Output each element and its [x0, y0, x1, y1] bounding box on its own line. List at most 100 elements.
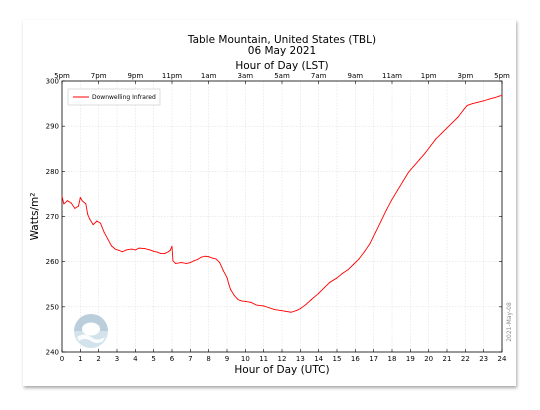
x-tick-label: 11 — [259, 355, 268, 363]
legend: Downwelling Infrared — [67, 88, 161, 106]
x-tick-label: 15 — [333, 355, 342, 363]
data-point — [111, 245, 112, 247]
y-tick-label: 250 — [46, 303, 59, 311]
data-point — [204, 255, 206, 257]
x-tick-label: 8 — [206, 355, 210, 363]
y-tick-label: 270 — [46, 213, 59, 221]
data-point — [424, 152, 426, 154]
data-point — [397, 189, 398, 191]
series-layer — [61, 94, 503, 313]
data-point — [310, 299, 312, 301]
data-point — [347, 269, 349, 271]
data-point — [138, 247, 140, 249]
data-point — [244, 300, 246, 302]
data-point — [391, 198, 393, 200]
top-tick-label: 1pm — [421, 72, 437, 80]
data-point — [263, 305, 265, 307]
x-tick-label: 22 — [461, 355, 470, 363]
data-point — [144, 248, 145, 250]
data-point — [70, 202, 72, 204]
data-point — [169, 249, 171, 251]
grid-layer — [62, 81, 502, 352]
y-tick-label: 240 — [46, 349, 59, 357]
data-point — [329, 281, 331, 283]
x-tick-label: 3 — [115, 355, 119, 363]
data-point — [488, 98, 490, 100]
data-point — [250, 301, 252, 303]
data-point — [81, 200, 83, 202]
data-point — [153, 250, 155, 252]
x-tick-label: 23 — [479, 355, 488, 363]
x-tick-label: 21 — [443, 355, 452, 363]
top-tick-label: 9pm — [127, 72, 143, 80]
data-point — [222, 270, 224, 272]
data-point — [114, 248, 116, 250]
x-tick-label: 5 — [151, 355, 155, 363]
data-point — [61, 195, 63, 197]
x-tick-label: 10 — [241, 355, 250, 363]
data-point — [180, 262, 182, 264]
data-point — [402, 180, 404, 182]
top-tick-label: 5am — [274, 72, 290, 80]
data-point — [497, 95, 499, 97]
x-axis-label: Hour of Day (UTC) — [234, 364, 329, 376]
data-point — [89, 218, 90, 220]
data-point — [430, 145, 431, 147]
x-tick-label: 6 — [170, 355, 175, 363]
data-point — [364, 251, 365, 253]
data-point — [197, 258, 199, 260]
y-axis-label: Watts/m² — [29, 193, 41, 241]
data-point — [342, 272, 343, 274]
data-point — [408, 171, 409, 173]
data-point — [323, 287, 325, 289]
y-tick-label: 300 — [46, 78, 59, 86]
data-point — [175, 262, 177, 264]
data-point — [172, 260, 174, 262]
data-point — [413, 165, 415, 167]
data-point — [305, 304, 307, 306]
data-point — [200, 256, 202, 258]
data-point — [483, 100, 485, 102]
data-point — [369, 243, 371, 245]
top-tick-label: 7am — [311, 72, 327, 80]
data-point — [452, 122, 453, 124]
data-point — [171, 245, 173, 247]
top-tick-label: 1am — [201, 72, 217, 80]
x-tick-label: 16 — [351, 355, 360, 363]
data-point — [285, 310, 287, 312]
data-point — [103, 231, 105, 233]
x-tick-label: 24 — [498, 355, 507, 363]
data-point — [353, 263, 354, 265]
x-tick-label: 9 — [225, 355, 229, 363]
data-point — [156, 251, 158, 253]
data-point — [160, 253, 162, 255]
data-point — [230, 289, 232, 291]
data-point — [501, 94, 503, 96]
data-point — [435, 138, 437, 140]
data-point — [477, 101, 479, 103]
top-axis-label: Hour of Day (LST) — [235, 60, 328, 72]
x-tick-label: 18 — [388, 355, 397, 363]
data-point — [380, 220, 382, 222]
data-point — [219, 262, 221, 264]
chart-title: Table Mountain, United States (TBL) — [187, 34, 376, 46]
data-point — [228, 283, 230, 285]
x-tick-label: 13 — [296, 355, 305, 363]
x-tick-label: 2 — [96, 355, 100, 363]
data-point — [208, 256, 210, 258]
data-point — [118, 249, 120, 251]
data-point — [78, 205, 79, 207]
data-point — [96, 220, 98, 222]
top-tick-label: 5pm — [54, 72, 70, 80]
x-tick-label: 14 — [314, 355, 323, 363]
data-point — [290, 311, 292, 313]
data-point — [74, 207, 76, 209]
data-point — [466, 104, 468, 106]
data-point — [446, 127, 448, 129]
data-point — [87, 213, 89, 215]
legend-box — [67, 88, 161, 106]
data-point — [125, 249, 127, 251]
data-point — [149, 249, 151, 251]
data-point — [134, 249, 136, 251]
